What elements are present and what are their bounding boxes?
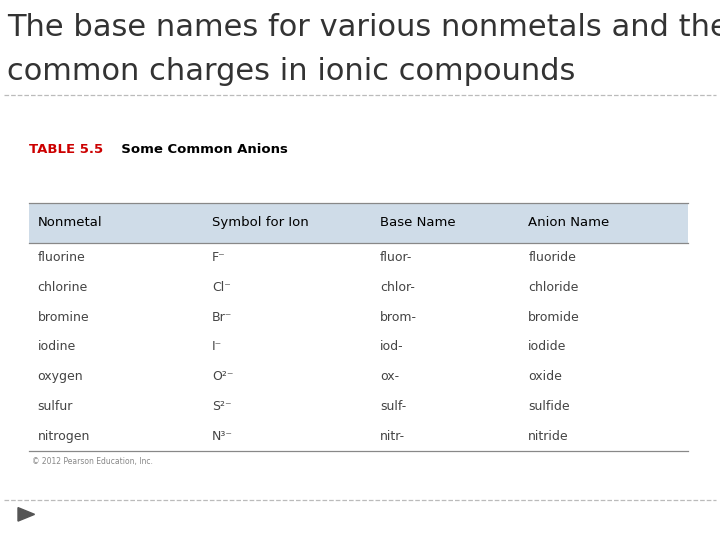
Text: Nonmetal: Nonmetal	[37, 216, 102, 229]
Text: Some Common Anions: Some Common Anions	[112, 143, 287, 156]
Text: brom-: brom-	[380, 310, 417, 324]
Text: fluor-: fluor-	[380, 251, 413, 265]
Text: sulfide: sulfide	[528, 400, 570, 413]
Text: sulf-: sulf-	[380, 400, 406, 413]
Text: fluoride: fluoride	[528, 251, 576, 265]
Text: bromine: bromine	[37, 310, 89, 324]
Text: © 2012 Pearson Education, Inc.: © 2012 Pearson Education, Inc.	[32, 457, 153, 467]
Text: iod-: iod-	[380, 340, 404, 354]
Text: Br⁻: Br⁻	[212, 310, 233, 324]
Text: iodide: iodide	[528, 340, 567, 354]
Text: Base Name: Base Name	[380, 216, 456, 229]
Text: sulfur: sulfur	[37, 400, 73, 413]
Text: chlorine: chlorine	[37, 281, 88, 294]
Text: common charges in ionic compounds: common charges in ionic compounds	[7, 57, 575, 86]
Text: chloride: chloride	[528, 281, 579, 294]
Text: S²⁻: S²⁻	[212, 400, 232, 413]
Text: The base names for various nonmetals and their most: The base names for various nonmetals and…	[7, 14, 720, 43]
Text: Cl⁻: Cl⁻	[212, 281, 231, 294]
Text: nitride: nitride	[528, 429, 569, 443]
Text: TABLE 5.5: TABLE 5.5	[29, 143, 103, 156]
Text: nitrogen: nitrogen	[37, 429, 90, 443]
Text: nitr-: nitr-	[380, 429, 405, 443]
Text: O²⁻: O²⁻	[212, 370, 233, 383]
Text: N³⁻: N³⁻	[212, 429, 233, 443]
Text: chlor-: chlor-	[380, 281, 415, 294]
Text: F⁻: F⁻	[212, 251, 226, 265]
Text: fluorine: fluorine	[37, 251, 85, 265]
FancyBboxPatch shape	[29, 202, 688, 243]
Text: iodine: iodine	[37, 340, 76, 354]
Text: ox-: ox-	[380, 370, 399, 383]
Text: I⁻: I⁻	[212, 340, 222, 354]
Text: Symbol for Ion: Symbol for Ion	[212, 216, 309, 229]
Text: oxygen: oxygen	[37, 370, 83, 383]
Polygon shape	[18, 508, 35, 521]
Text: bromide: bromide	[528, 310, 580, 324]
Text: oxide: oxide	[528, 370, 562, 383]
Text: Anion Name: Anion Name	[528, 216, 610, 229]
